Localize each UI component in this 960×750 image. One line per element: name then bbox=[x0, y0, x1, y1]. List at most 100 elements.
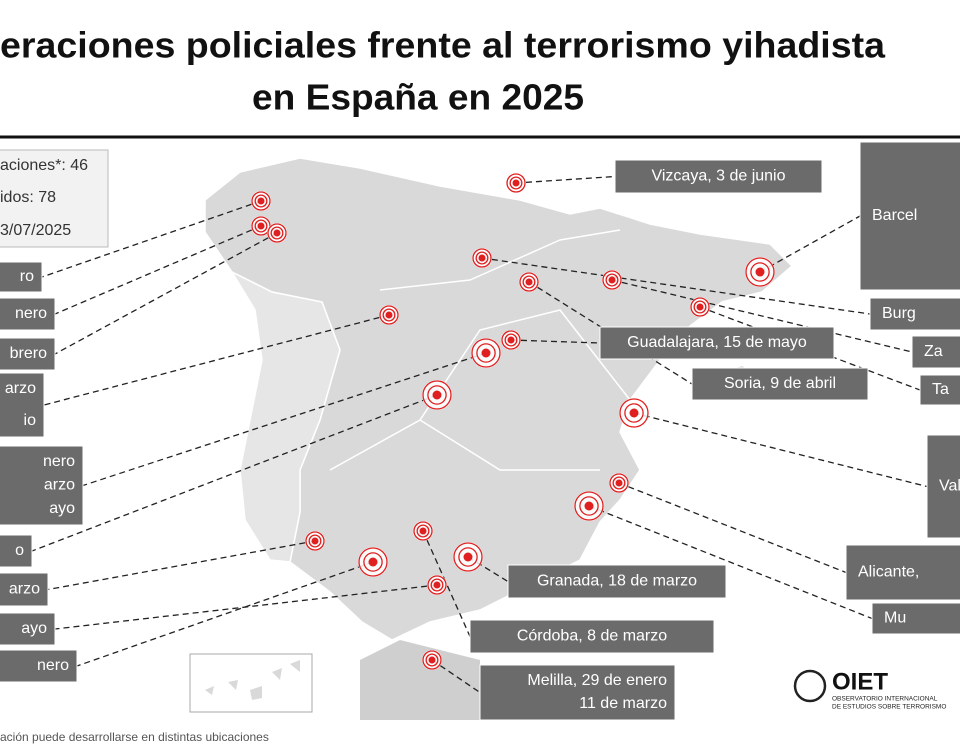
label-box bbox=[919, 374, 960, 406]
region-borders bbox=[329, 229, 631, 471]
marker-dot bbox=[257, 197, 265, 205]
label-box bbox=[0, 337, 56, 371]
label-box bbox=[926, 434, 960, 539]
marker-ring bbox=[425, 653, 439, 667]
leader-line bbox=[54, 232, 278, 355]
label-box bbox=[869, 297, 960, 331]
leader-line bbox=[633, 412, 928, 488]
marker-ring bbox=[363, 552, 383, 572]
marker-ring bbox=[504, 333, 518, 347]
logo-text: DE ESTUDIOS SOBRE TERRORISMO bbox=[832, 704, 946, 711]
leader-line bbox=[759, 215, 861, 273]
marker bbox=[305, 531, 325, 551]
label-text: 11 de marzo bbox=[579, 695, 667, 712]
label-box bbox=[859, 141, 960, 291]
portugal bbox=[230, 270, 341, 563]
marker-ring bbox=[416, 524, 430, 538]
logo-compass bbox=[793, 669, 827, 703]
marker-dot bbox=[615, 479, 623, 487]
marker-ring bbox=[574, 491, 604, 521]
leader-line bbox=[54, 225, 262, 315]
marker-dot bbox=[525, 278, 533, 286]
marker-ring bbox=[430, 578, 444, 592]
marker-dot bbox=[311, 537, 319, 545]
label-box bbox=[845, 544, 960, 601]
label-box bbox=[691, 367, 869, 401]
marker bbox=[413, 521, 433, 541]
marker-dot bbox=[755, 267, 765, 277]
leader-line bbox=[510, 339, 601, 344]
marker-dot bbox=[507, 336, 515, 344]
marker-dot bbox=[512, 179, 520, 187]
marker-ring bbox=[693, 300, 707, 314]
marker bbox=[358, 547, 388, 577]
marker-ring bbox=[270, 226, 284, 240]
marker-ring bbox=[522, 275, 536, 289]
label-text: Guadalajara, 15 de mayo bbox=[627, 334, 807, 351]
marker-ring bbox=[254, 194, 268, 208]
stats-line: aciones*: 46 bbox=[0, 157, 88, 174]
marker-ring bbox=[308, 534, 322, 548]
stats-frame bbox=[0, 149, 109, 248]
label-text: ayo bbox=[49, 500, 75, 517]
marker-ring bbox=[602, 270, 622, 290]
leader-lines bbox=[31, 175, 928, 694]
leader-line bbox=[47, 540, 316, 591]
marker-dot bbox=[273, 229, 281, 237]
marker-ring bbox=[624, 403, 644, 423]
label-box bbox=[614, 159, 823, 194]
leader-line bbox=[588, 505, 873, 620]
stats-line: 3/07/2025 bbox=[0, 222, 71, 239]
marker bbox=[472, 248, 492, 268]
stats-box: aciones*: 46 idos: 78 3/07/2025 bbox=[0, 149, 109, 248]
marker-ring bbox=[501, 330, 521, 350]
label-text: o bbox=[15, 542, 24, 559]
marker-dot bbox=[428, 656, 436, 664]
label-box bbox=[0, 372, 45, 438]
label-box bbox=[0, 261, 43, 293]
label-text: Córdoba, 8 de marzo bbox=[517, 628, 667, 645]
marker-ring bbox=[476, 343, 496, 363]
marker bbox=[574, 491, 604, 521]
marker bbox=[251, 191, 271, 211]
marker-dot bbox=[629, 408, 639, 418]
logo-text: OBSERVATORIO INTERNACIONAL bbox=[832, 696, 938, 703]
marker-ring bbox=[605, 273, 619, 287]
marker-ring bbox=[453, 542, 483, 572]
marker-ring bbox=[690, 297, 710, 317]
marker-ring bbox=[609, 473, 629, 493]
label-text: ro bbox=[20, 268, 34, 285]
marker-dot bbox=[432, 390, 442, 400]
label-text: ayo bbox=[21, 620, 47, 637]
marker-dot bbox=[433, 581, 441, 589]
marker bbox=[379, 305, 399, 325]
stats-line: idos: 78 bbox=[0, 189, 56, 206]
marker-ring bbox=[382, 308, 396, 322]
leader-line bbox=[611, 279, 913, 353]
label-box bbox=[599, 326, 835, 360]
marker-ring bbox=[519, 272, 539, 292]
marker-ring bbox=[358, 547, 388, 577]
label-text: arzo bbox=[5, 380, 36, 397]
label-text: arzo bbox=[44, 477, 75, 494]
marker bbox=[453, 542, 483, 572]
label-box bbox=[0, 445, 84, 526]
label-text: Melilla, 29 de enero bbox=[527, 672, 667, 689]
marker-dot bbox=[368, 557, 378, 567]
marker-ring bbox=[475, 251, 489, 265]
marker-ring bbox=[254, 219, 268, 233]
marker bbox=[471, 338, 501, 368]
marker bbox=[602, 270, 622, 290]
label-box bbox=[469, 619, 715, 654]
marker-ring bbox=[579, 496, 599, 516]
title-line: en España en 2025 bbox=[252, 77, 584, 118]
marker-ring bbox=[458, 547, 478, 567]
leader-line bbox=[467, 556, 509, 583]
label-text: nero bbox=[37, 657, 69, 674]
label-box bbox=[0, 534, 33, 568]
label-text: nero bbox=[43, 453, 75, 470]
marker bbox=[267, 223, 287, 243]
marker-ring bbox=[509, 176, 523, 190]
title-line: eraciones policiales frente al terrorism… bbox=[0, 25, 886, 66]
label-text: Za bbox=[924, 343, 943, 360]
